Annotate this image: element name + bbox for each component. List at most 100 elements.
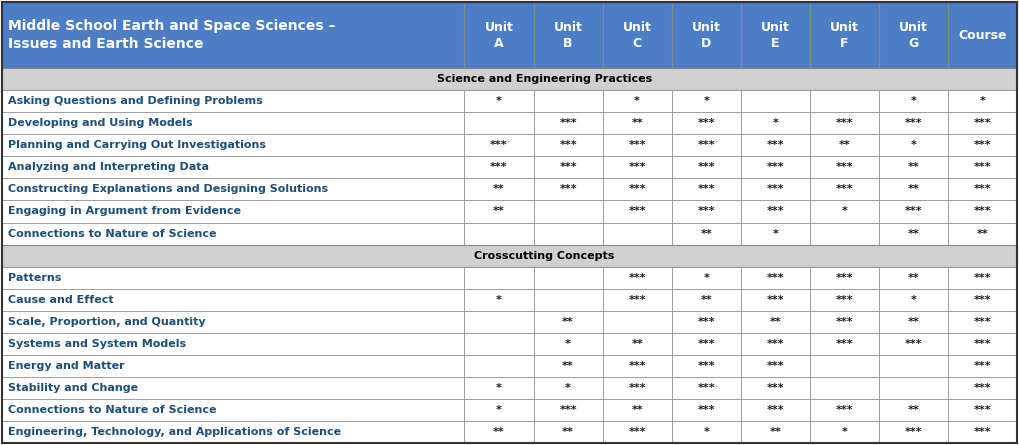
Text: Engineering, Technology, and Applications of Science: Engineering, Technology, and Application… (8, 427, 341, 437)
Text: ***: *** (836, 405, 853, 415)
Text: ***: *** (836, 317, 853, 327)
Text: Patterns: Patterns (8, 273, 61, 283)
Text: ***: *** (559, 184, 577, 194)
Text: **: ** (908, 317, 919, 327)
Text: ***: *** (766, 361, 784, 371)
Text: *: * (566, 339, 571, 349)
Text: *: * (634, 96, 640, 106)
Text: Systems and System Models: Systems and System Models (8, 339, 186, 349)
Text: ***: *** (559, 118, 577, 128)
Text: **: ** (631, 405, 643, 415)
Text: ***: *** (766, 405, 784, 415)
Text: Unit
D: Unit D (692, 20, 720, 49)
Text: Connections to Nature of Science: Connections to Nature of Science (8, 229, 216, 239)
Text: **: ** (700, 295, 712, 305)
Text: ***: *** (697, 339, 715, 349)
Text: ***: *** (973, 184, 991, 194)
Text: **: ** (908, 162, 919, 172)
Text: ***: *** (697, 383, 715, 393)
Text: ***: *** (697, 184, 715, 194)
Text: Developing and Using Models: Developing and Using Models (8, 118, 193, 128)
Text: Unit
A: Unit A (485, 20, 514, 49)
Text: **: ** (908, 405, 919, 415)
Text: ***: *** (629, 273, 646, 283)
Text: **: ** (700, 229, 712, 239)
Text: ***: *** (766, 273, 784, 283)
Text: Analyzing and Interpreting Data: Analyzing and Interpreting Data (8, 162, 209, 172)
Text: *: * (979, 96, 985, 106)
Text: ***: *** (973, 118, 991, 128)
Text: ***: *** (836, 184, 853, 194)
Text: ***: *** (766, 295, 784, 305)
Text: ***: *** (973, 317, 991, 327)
Text: ***: *** (629, 184, 646, 194)
Text: **: ** (562, 427, 574, 437)
Text: *: * (703, 273, 709, 283)
Text: ***: *** (973, 140, 991, 150)
Text: **: ** (839, 140, 850, 150)
Text: ***: *** (697, 206, 715, 216)
Text: *: * (703, 96, 709, 106)
Text: *: * (910, 295, 916, 305)
Text: **: ** (631, 118, 643, 128)
Text: *: * (772, 118, 779, 128)
Text: ***: *** (973, 427, 991, 437)
Text: Unit
G: Unit G (899, 20, 928, 49)
Text: Stability and Change: Stability and Change (8, 383, 139, 393)
Text: ***: *** (697, 405, 715, 415)
Text: ***: *** (766, 162, 784, 172)
Text: **: ** (562, 361, 574, 371)
Text: *: * (772, 229, 779, 239)
Text: Crosscutting Concepts: Crosscutting Concepts (474, 251, 614, 261)
Text: *: * (842, 206, 847, 216)
Text: *: * (496, 96, 502, 106)
Text: ***: *** (905, 118, 922, 128)
Text: ***: *** (905, 206, 922, 216)
Text: Planning and Carrying Out Investigations: Planning and Carrying Out Investigations (8, 140, 266, 150)
Text: **: ** (908, 229, 919, 239)
Text: *: * (910, 96, 916, 106)
Text: ***: *** (559, 405, 577, 415)
Text: ***: *** (973, 295, 991, 305)
Text: ***: *** (973, 361, 991, 371)
Text: ***: *** (559, 140, 577, 150)
Text: ***: *** (490, 140, 507, 150)
Text: Scale, Proportion, and Quantity: Scale, Proportion, and Quantity (8, 317, 206, 327)
Text: ***: *** (490, 162, 507, 172)
Text: Energy and Matter: Energy and Matter (8, 361, 124, 371)
Text: ***: *** (629, 361, 646, 371)
Text: ***: *** (836, 339, 853, 349)
Text: Course: Course (958, 28, 1007, 41)
Text: *: * (566, 383, 571, 393)
Text: ***: *** (973, 206, 991, 216)
Text: Engaging in Argument from Evidence: Engaging in Argument from Evidence (8, 206, 242, 216)
Text: **: ** (769, 427, 782, 437)
Text: Middle School Earth and Space Sciences –
Issues and Earth Science: Middle School Earth and Space Sciences –… (8, 19, 335, 51)
Text: **: ** (908, 184, 919, 194)
Text: ***: *** (697, 140, 715, 150)
Text: ***: *** (905, 427, 922, 437)
Text: **: ** (493, 427, 504, 437)
Text: Asking Questions and Defining Problems: Asking Questions and Defining Problems (8, 96, 263, 106)
Text: *: * (842, 427, 847, 437)
Text: *: * (496, 383, 502, 393)
Text: ***: *** (836, 295, 853, 305)
Text: *: * (496, 405, 502, 415)
Text: **: ** (976, 229, 988, 239)
Text: ***: *** (836, 162, 853, 172)
Text: **: ** (769, 317, 782, 327)
Text: Unit
C: Unit C (623, 20, 651, 49)
Text: ***: *** (697, 317, 715, 327)
Text: Constructing Explanations and Designing Solutions: Constructing Explanations and Designing … (8, 184, 328, 194)
Text: **: ** (631, 339, 643, 349)
Text: *: * (496, 295, 502, 305)
Text: *: * (703, 427, 709, 437)
Text: ***: *** (905, 339, 922, 349)
Text: Science and Engineering Practices: Science and Engineering Practices (436, 74, 652, 84)
Text: ***: *** (629, 162, 646, 172)
Text: ***: *** (973, 339, 991, 349)
Text: ***: *** (629, 427, 646, 437)
Text: **: ** (493, 206, 504, 216)
Text: ***: *** (973, 162, 991, 172)
Text: ***: *** (766, 140, 784, 150)
